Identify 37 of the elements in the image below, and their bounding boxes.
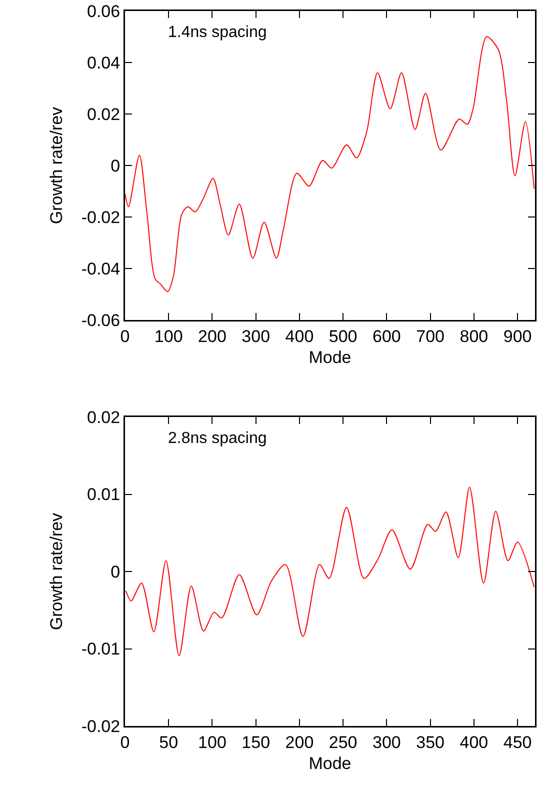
y-tick-label: 0.01	[87, 485, 120, 504]
x-tick-label: 500	[328, 326, 358, 346]
x-tick-label: 450	[503, 732, 532, 752]
y-tick-label: 0.02	[87, 104, 120, 124]
x-tick-label: 250	[328, 732, 358, 752]
x-tick-label: 150	[242, 732, 270, 752]
y-tick-label: 0	[110, 156, 120, 176]
annotation: 2.8ns spacing	[168, 430, 267, 447]
y-tick-label: -0.02	[81, 208, 120, 227]
x-tick-label: 50	[159, 732, 178, 752]
x-tick-label: 200	[198, 326, 226, 346]
x-axis-title: Mode	[308, 754, 352, 774]
y-axis-title: Growth rate/rev	[47, 512, 66, 630]
y-tick-label: 0	[110, 562, 120, 582]
x-tick-label: 300	[242, 326, 270, 346]
y-axis-title: Growth rate/rev	[47, 106, 66, 224]
y-tick-label: 0.02	[87, 408, 120, 427]
x-tick-label: 300	[372, 732, 401, 752]
x-tick-label: 100	[198, 732, 226, 752]
y-tick-label: 0.06	[87, 2, 120, 21]
x-axis-title: Mode	[308, 348, 352, 368]
y-tick-label: -0.04	[81, 259, 120, 278]
y-tick-label: -0.01	[81, 640, 120, 659]
y-tick-label: -0.02	[81, 716, 120, 736]
y-tick-label: 0.04	[87, 53, 120, 72]
x-tick-label: 200	[285, 732, 314, 752]
annotation: 1.4ns spacing	[168, 24, 267, 41]
x-tick-label: 700	[416, 326, 445, 346]
x-tick-label: 400	[285, 326, 314, 346]
x-tick-label: 900	[503, 326, 532, 346]
x-tick-label: 100	[154, 326, 183, 346]
x-tick-label: 400	[460, 732, 488, 752]
y-tick-label: -0.06	[81, 310, 120, 330]
x-tick-label: 600	[372, 326, 401, 346]
x-tick-label: 350	[416, 732, 445, 752]
line-series	[125, 486, 535, 656]
x-tick-label: 800	[460, 326, 488, 346]
